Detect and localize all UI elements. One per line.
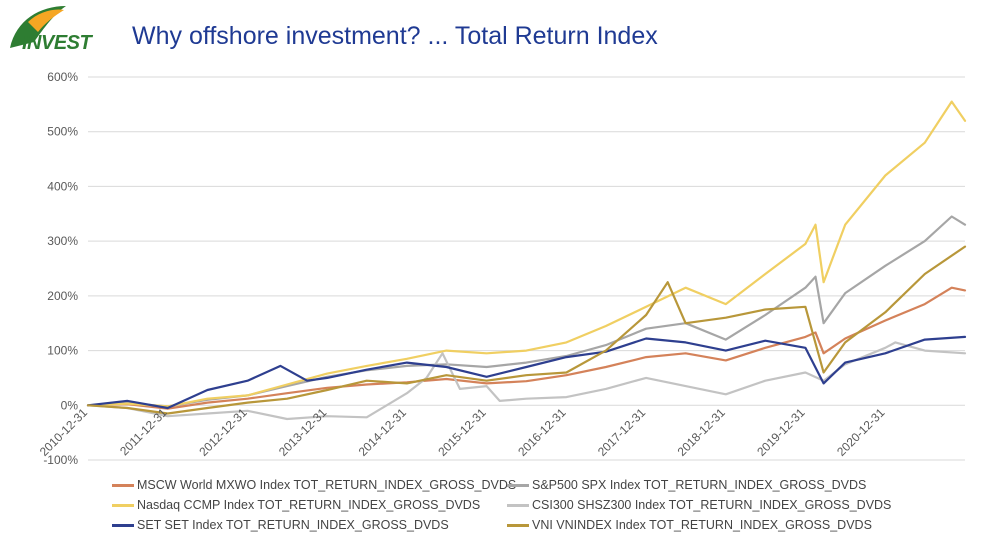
legend-item-set: SET SET Index TOT_RETURN_INDEX_GROSS_DVD… bbox=[112, 518, 449, 532]
x-tick-label: 2018-12-31 bbox=[675, 405, 729, 459]
y-tick-label: 100% bbox=[47, 344, 78, 358]
page-title: Why offshore investment? ... Total Retur… bbox=[132, 22, 658, 50]
gridlines bbox=[88, 76, 965, 461]
legend-label: CSI300 SHSZ300 Index TOT_RETURN_INDEX_GR… bbox=[532, 498, 892, 512]
y-tick-label: 300% bbox=[47, 234, 78, 248]
legend-label: S&P500 SPX Index TOT_RETURN_INDEX_GROSS_… bbox=[532, 478, 867, 492]
x-tick-label: 2013-12-31 bbox=[276, 405, 330, 459]
x-tick-label: 2017-12-31 bbox=[595, 405, 649, 459]
x-tick-label: 2015-12-31 bbox=[435, 405, 489, 459]
legend-item-msci-world: MSCW World MXWO Index TOT_RETURN_INDEX_G… bbox=[112, 478, 516, 492]
x-tick-label: 2011-12-31 bbox=[117, 405, 170, 458]
legend-label: VNI VNINDEX Index TOT_RETURN_INDEX_GROSS… bbox=[532, 518, 872, 532]
legend-label: SET SET Index TOT_RETURN_INDEX_GROSS_DVD… bbox=[137, 518, 449, 532]
logo-text: INVEST bbox=[22, 32, 92, 54]
x-tick-label: 2010-12-31 bbox=[37, 405, 91, 459]
legend-swatch bbox=[112, 483, 134, 487]
x-axis-ticks: 2010-12-31 2011-12-31 2012-12-31 2013-12-31… bbox=[37, 405, 888, 459]
legend-swatch bbox=[507, 523, 529, 527]
y-tick-label: 200% bbox=[47, 289, 78, 303]
series-lines bbox=[86, 100, 967, 421]
x-tick-label: 2019-12-31 bbox=[754, 405, 808, 459]
y-tick-label: 400% bbox=[47, 179, 78, 193]
series-line-0 bbox=[86, 286, 967, 410]
legend-label: MSCW World MXWO Index TOT_RETURN_INDEX_G… bbox=[137, 478, 517, 492]
legend-swatch bbox=[507, 483, 529, 487]
legend-item-vni: VNI VNINDEX Index TOT_RETURN_INDEX_GROSS… bbox=[507, 518, 872, 532]
line-chart: -100% 0% 100% 200% 300% 400% 500% 600% 2010-12-… bbox=[37, 70, 967, 467]
legend-swatch bbox=[112, 503, 134, 507]
series-line-5 bbox=[86, 245, 967, 415]
series-line-4 bbox=[86, 335, 967, 410]
legend-item-sp500: S&P500 SPX Index TOT_RETURN_INDEX_GROSS_… bbox=[507, 478, 866, 492]
logo-leaf-icon bbox=[10, 6, 66, 48]
legend-swatch bbox=[507, 503, 529, 507]
legend-label: Nasdaq CCMP Index TOT_RETURN_INDEX_GROSS… bbox=[137, 498, 481, 512]
y-axis-ticks: -100% 0% 100% 200% 300% 400% 500% 600% bbox=[43, 70, 78, 467]
y-tick-label: 0% bbox=[61, 398, 79, 412]
legend-item-nasdaq: Nasdaq CCMP Index TOT_RETURN_INDEX_GROSS… bbox=[112, 498, 480, 512]
x-tick-label: 2014-12-31 bbox=[356, 405, 410, 459]
x-tick-label: 2016-12-31 bbox=[515, 405, 569, 459]
header: INVEST Why offshore investment? ... Tota… bbox=[0, 0, 1000, 70]
y-tick-label: -100% bbox=[43, 453, 78, 467]
y-tick-label: 500% bbox=[47, 125, 78, 139]
series-line-1 bbox=[86, 215, 967, 408]
legend-item-csi300: CSI300 SHSZ300 Index TOT_RETURN_INDEX_GR… bbox=[507, 498, 891, 512]
y-tick-label: 600% bbox=[47, 70, 78, 84]
series-line-2 bbox=[86, 100, 967, 408]
x-tick-label: 2020-12-31 bbox=[834, 405, 888, 459]
legend-swatch bbox=[112, 523, 134, 527]
invest-logo: INVEST bbox=[4, 2, 114, 62]
